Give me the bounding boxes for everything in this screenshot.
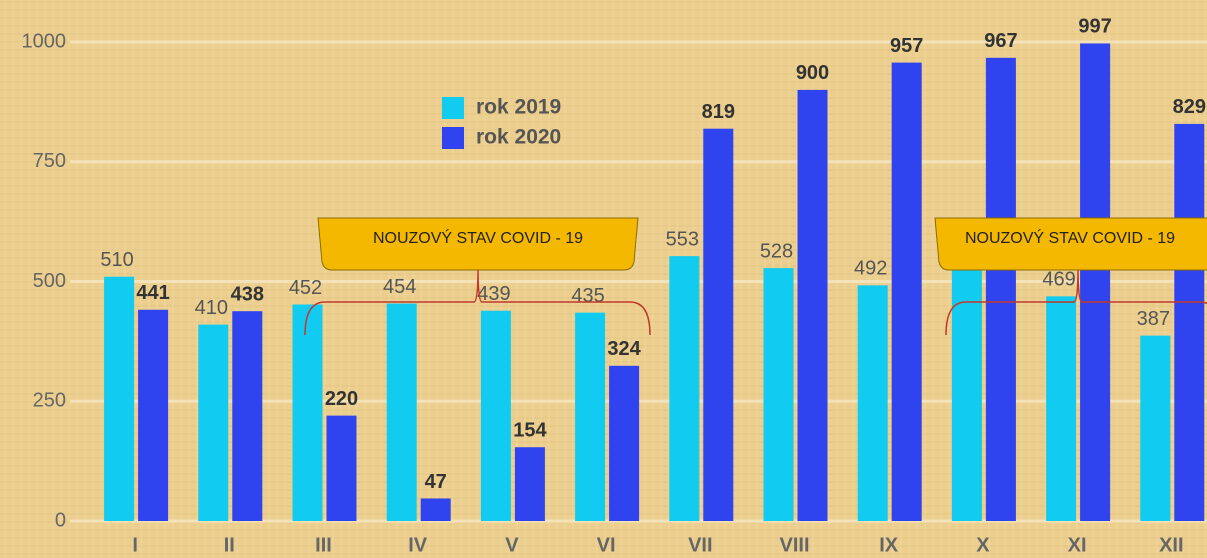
value-label: 154 <box>513 420 547 442</box>
bar <box>386 303 417 521</box>
y-tick-label: 0 <box>55 509 66 531</box>
x-tick-label: III <box>315 534 332 556</box>
x-tick-label: IV <box>408 534 428 556</box>
x-tick-label: VI <box>597 534 616 556</box>
value-label: 324 <box>607 338 641 360</box>
bar <box>514 447 545 521</box>
annotation: NOUZOVÝ STAV COVID - 19 <box>373 228 583 247</box>
value-label: 829 <box>1173 96 1206 118</box>
bar <box>1046 296 1077 521</box>
bar <box>857 285 888 521</box>
x-tick-label: II <box>224 534 235 556</box>
legend-label: rok 2019 <box>476 96 561 119</box>
value-label: 967 <box>984 30 1017 52</box>
value-label: 553 <box>666 228 699 250</box>
bar <box>669 256 700 521</box>
x-tick-label: X <box>976 534 990 556</box>
value-label: 452 <box>289 277 322 299</box>
bar <box>1174 123 1205 521</box>
y-tick-label: 500 <box>33 270 66 292</box>
x-tick-label: V <box>505 534 519 556</box>
value-label: 819 <box>702 101 735 123</box>
x-tick-label: VII <box>688 534 712 556</box>
x-tick-label: XII <box>1159 534 1183 556</box>
bar <box>575 312 606 521</box>
bar <box>1080 43 1111 521</box>
y-tick-label: 1000 <box>22 30 67 52</box>
value-label: 438 <box>231 283 264 305</box>
value-label: 957 <box>890 35 923 57</box>
bar <box>104 276 135 521</box>
value-label: 528 <box>760 240 793 262</box>
value-label: 510 <box>100 249 133 271</box>
value-label: 454 <box>383 276 416 298</box>
value-label: 997 <box>1078 16 1111 38</box>
value-label: 469 <box>1042 269 1075 291</box>
y-tick-label: 750 <box>33 150 66 172</box>
bar <box>609 365 640 521</box>
value-label: 47 <box>425 471 447 493</box>
bar <box>1140 335 1171 521</box>
y-tick-label: 250 <box>33 390 66 412</box>
annotation: NOUZOVÝ STAV COVID - 19 <box>965 228 1175 247</box>
x-tick-label: I <box>132 534 138 556</box>
value-label: 441 <box>136 282 169 304</box>
legend-label: rok 2020 <box>476 126 561 149</box>
value-label: 435 <box>571 285 604 307</box>
x-tick-label: VIII <box>779 534 809 556</box>
annotation-box <box>317 217 639 271</box>
bar <box>420 498 451 521</box>
x-tick-label: XI <box>1068 534 1087 556</box>
bar <box>198 324 229 521</box>
bar <box>326 415 357 521</box>
bar <box>480 310 511 521</box>
value-label: 387 <box>1137 308 1170 330</box>
value-label: 439 <box>477 283 510 305</box>
value-label: 410 <box>195 297 228 319</box>
bar <box>292 304 323 521</box>
annotation-box <box>934 217 1207 271</box>
legend-swatch <box>442 97 464 119</box>
bar <box>951 257 982 521</box>
x-tick-label: IX <box>879 534 899 556</box>
bar <box>763 268 794 521</box>
bar <box>232 311 263 521</box>
value-label: 220 <box>325 388 358 410</box>
bar <box>985 57 1016 521</box>
bar <box>891 62 922 522</box>
value-label: 900 <box>796 62 829 84</box>
legend-swatch <box>442 127 464 149</box>
bar <box>797 89 828 522</box>
bar <box>703 128 734 521</box>
value-label: 492 <box>854 258 887 280</box>
bar <box>138 309 169 521</box>
